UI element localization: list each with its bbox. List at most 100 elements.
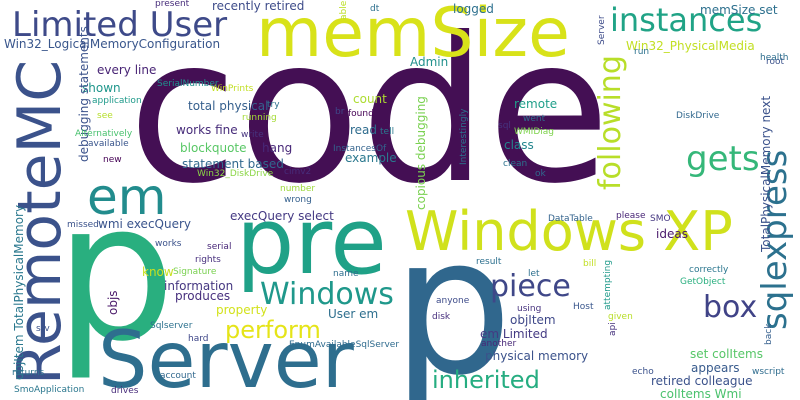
cloud-word: inherited [432,366,540,394]
cloud-word: running [242,113,277,123]
cloud-word: ideas [656,227,688,241]
cloud-word: colItems Wmi [660,387,742,400]
cloud-word: rights [195,255,221,265]
cloud-word: memSize set [700,3,778,17]
cloud-word: application [92,96,142,106]
cloud-word: result [476,257,502,267]
cloud-word: Windows [260,277,394,312]
cloud-word: anyone [436,296,470,306]
cloud-word: Win32_LogicalMemoryConfiguration [4,37,221,51]
cloud-word: DiskDrive [676,111,720,121]
cloud-word: sql [498,121,511,131]
cloud-word: run [634,47,650,57]
cloud-word: number [280,184,316,194]
cloud-word: p [55,162,176,383]
cloud-word: echo [632,367,654,377]
cloud-word: let [528,269,540,279]
cloud-word: see [97,111,113,121]
cloud-word: box [703,290,758,325]
cloud-word: DataTable [548,214,593,224]
cloud-word: GetObject [680,277,726,287]
cloud-word: Sqlserver [150,321,193,331]
cloud-word: blockquote [180,141,247,155]
cloud-word: account [160,371,196,381]
cloud-word: wrong [284,195,312,205]
cloud-word: bill [583,259,597,269]
cloud-word: present [155,0,190,9]
cloud-word: property [216,303,268,317]
cloud-word: srv [36,324,50,334]
cloud-word: instances [610,1,763,39]
cloud-word: gets [686,139,760,179]
cloud-word: EnumAvailableSqlServer [289,340,400,350]
cloud-word: tell [380,127,395,137]
cloud-word: went [523,114,546,124]
cloud-word: back [764,323,774,345]
cloud-word: every line [97,63,157,77]
cloud-word: p [392,196,513,400]
cloud-word: following [593,55,628,190]
cloud-word: objItem TotalPhysicalMemory [12,204,26,380]
cloud-word: able [339,0,349,20]
cloud-word: ok [535,169,546,179]
cloud-word: wmi execQuery [98,217,192,231]
cloud-word: returns [12,368,45,378]
cloud-word: works [155,239,182,249]
cloud-word: code [128,0,611,228]
cloud-word: clean [503,159,528,169]
cloud-word: recently retired [212,0,305,13]
cloud-word: TotalPhysicalMemory next [759,95,773,252]
cloud-word: WinPrints [211,84,254,94]
cloud-word: physical memory [485,349,589,363]
cloud-word: objs [106,290,120,315]
cloud-word: wscript [752,367,785,377]
cloud-word: found [348,109,374,119]
cloud-word: piece [490,269,571,304]
cloud-word: WMIDiag [514,127,554,137]
cloud-word: logged [453,2,494,16]
cloud-word: please [616,211,646,221]
cloud-word: write [241,130,264,140]
cloud-word: objItem [510,313,556,327]
cloud-word: hard [188,334,209,344]
cloud-word: new [103,155,122,165]
cloud-word: set colItems [690,347,763,361]
cloud-word: pre [236,188,387,295]
cloud-word: memSize [256,0,570,73]
cloud-word: Win32_PhysicalMedia [626,39,755,53]
cloud-word: Server [98,316,354,400]
cloud-word: another [481,339,517,349]
cloud-word: information [164,279,234,293]
cloud-word: disk [432,312,451,322]
cloud-word: copious debugging [414,96,428,210]
cloud-word: User em [328,307,379,321]
cloud-word: SerialNumber [157,79,219,89]
cloud-word: missed [67,220,99,230]
cloud-word: Win32_DiskDrive [197,169,274,179]
cloud-word: serial [207,242,232,252]
cloud-word: Host [573,302,594,312]
cloud-word: Interestingly [459,108,469,165]
cloud-word: SMO [650,214,671,224]
cloud-word: Alternatively [75,129,133,139]
cloud-word: api [608,322,618,336]
cloud-word: br [335,107,345,117]
cloud-word: statement based [182,157,284,171]
cloud-word: Windows XP [405,200,733,263]
cloud-word: retired colleague [651,374,753,388]
cloud-word: know [142,265,174,279]
cloud-word: appears [691,361,740,375]
cloud-word: example [345,151,397,165]
cloud-word: shown [82,81,121,95]
cloud-word: correctly [689,265,729,275]
cloud-word: available [88,139,129,149]
cloud-word: health [760,53,789,63]
cloud-word: root [766,57,785,67]
cloud-word: using [517,304,542,314]
cloud-word: given [608,312,633,322]
cloud-word: try [267,100,280,110]
cloud-word: em [87,168,167,226]
cloud-word: drives [111,386,139,396]
cloud-word: cimv2 [284,167,312,177]
